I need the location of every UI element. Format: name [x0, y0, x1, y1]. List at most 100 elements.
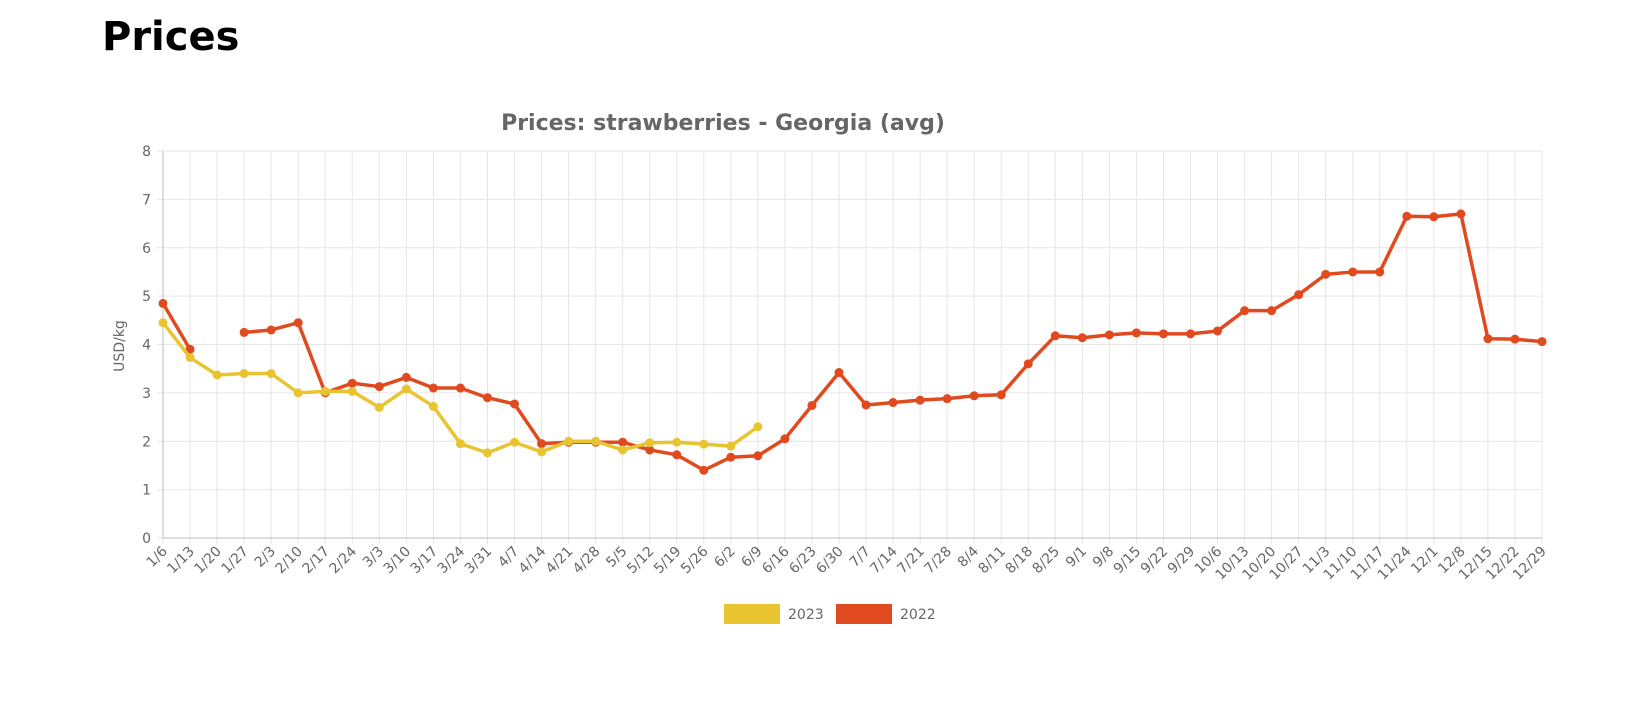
- data-point-2022: [753, 451, 763, 461]
- data-point-2022: [1402, 211, 1412, 221]
- legend-swatch-2023: [724, 604, 780, 624]
- series-line-2022: [161, 302, 192, 351]
- data-point-2022: [1104, 330, 1114, 340]
- data-point-2023: [564, 436, 574, 446]
- data-point-2022: [1077, 333, 1087, 343]
- x-tick-label: 9/29: [1165, 544, 1199, 578]
- x-tick-label: 3/17: [408, 544, 442, 578]
- data-point-2023: [537, 447, 547, 457]
- data-point-2022: [1023, 359, 1033, 369]
- data-point-2022: [428, 383, 438, 393]
- data-point-2023: [293, 388, 303, 398]
- series-2023: [158, 318, 763, 458]
- x-tick-label: 7/28: [921, 544, 955, 578]
- x-tick-label: 7/14: [867, 543, 901, 577]
- data-point-2022: [834, 368, 844, 378]
- data-point-2022: [1294, 290, 1304, 300]
- x-tick-label: 5/19: [651, 544, 685, 578]
- data-point-2022: [942, 394, 952, 404]
- x-tick-label: 7/21: [894, 544, 928, 578]
- x-tick-label: 6/30: [813, 544, 847, 578]
- data-point-2022: [645, 445, 655, 455]
- data-point-2022: [239, 327, 249, 337]
- data-point-2022: [1348, 267, 1358, 277]
- x-tick-label: 4/28: [570, 544, 604, 578]
- data-point-2022: [996, 390, 1006, 400]
- y-axis-label: USD/kg: [112, 320, 128, 372]
- data-point-2023: [212, 370, 222, 380]
- data-point-2022: [455, 383, 465, 393]
- x-tick-label: 3/10: [381, 544, 415, 578]
- x-tick-label: 9/1: [1063, 544, 1090, 571]
- data-point-2022: [915, 395, 925, 405]
- data-point-2022: [1429, 212, 1439, 222]
- data-point-2023: [320, 386, 330, 396]
- data-point-2023: [347, 386, 357, 396]
- data-point-2022: [618, 437, 628, 447]
- x-tick-label: 6/2: [711, 544, 738, 571]
- data-point-2023: [482, 448, 492, 458]
- y-tick-label: 5: [142, 289, 151, 305]
- data-point-2023: [726, 441, 736, 451]
- data-point-2022: [807, 400, 817, 410]
- data-point-2022: [1510, 334, 1520, 344]
- legend-item-2022[interactable]: 2022: [836, 604, 936, 624]
- legend: 2023 2022: [724, 604, 936, 624]
- data-point-2022: [672, 450, 682, 460]
- data-point-2022: [374, 382, 384, 392]
- x-tick-label: 6/16: [759, 543, 793, 577]
- data-point-2022: [158, 298, 168, 308]
- data-point-2022: [482, 393, 492, 403]
- data-point-2022: [1131, 328, 1141, 338]
- data-point-2022: [185, 344, 195, 354]
- x-tick-label: 3/24: [435, 543, 469, 577]
- y-tick-label: 8: [142, 144, 151, 160]
- legend-item-2023[interactable]: 2023: [724, 604, 824, 624]
- data-point-2022: [1375, 267, 1385, 277]
- data-point-2022: [1483, 334, 1493, 344]
- data-point-2022: [293, 318, 303, 328]
- data-point-2022: [510, 399, 520, 409]
- data-point-2023: [185, 353, 195, 363]
- data-point-2023: [428, 401, 438, 411]
- data-point-2022: [1321, 269, 1331, 279]
- y-tick-label: 6: [142, 241, 151, 257]
- x-tick-label: 1/13: [164, 544, 198, 578]
- x-tick-label: 2/17: [300, 544, 334, 578]
- data-point-2023: [591, 436, 601, 446]
- data-point-2022: [699, 465, 709, 475]
- x-tick-label: 9/15: [1111, 544, 1145, 578]
- data-point-2022: [780, 434, 790, 444]
- data-point-2022: [1213, 326, 1223, 336]
- data-point-2022: [1158, 329, 1168, 339]
- x-tick-label: 9/22: [1138, 544, 1172, 578]
- x-tick-label: 5/26: [678, 543, 712, 577]
- y-tick-label: 0: [142, 531, 151, 547]
- x-tick-label: 8/25: [1030, 544, 1064, 578]
- x-tick-label: 2/24: [327, 543, 361, 577]
- x-tick-label: 6/23: [786, 544, 820, 578]
- data-point-2023: [618, 445, 628, 455]
- page-title: Prices: [102, 14, 240, 60]
- data-point-2023: [510, 437, 520, 447]
- data-point-2022: [888, 398, 898, 408]
- x-tick-label: 4/14: [516, 543, 550, 577]
- data-point-2022: [969, 391, 979, 401]
- legend-label-2022: 2022: [900, 607, 936, 623]
- x-tick-label: 4/21: [543, 544, 577, 578]
- y-tick-label: 1: [142, 483, 151, 499]
- y-tick-label: 3: [142, 386, 151, 402]
- data-point-2023: [455, 439, 465, 449]
- x-tick-label: 5/12: [624, 544, 658, 578]
- series: [158, 209, 1547, 475]
- data-point-2022: [347, 378, 357, 388]
- data-point-2022: [1050, 331, 1060, 341]
- series-2022: [158, 209, 1547, 475]
- x-tick-label: 2/10: [272, 544, 306, 578]
- data-point-2023: [239, 369, 249, 379]
- data-point-2023: [753, 422, 763, 432]
- data-point-2023: [266, 369, 276, 379]
- y-tick-label: 2: [142, 434, 151, 450]
